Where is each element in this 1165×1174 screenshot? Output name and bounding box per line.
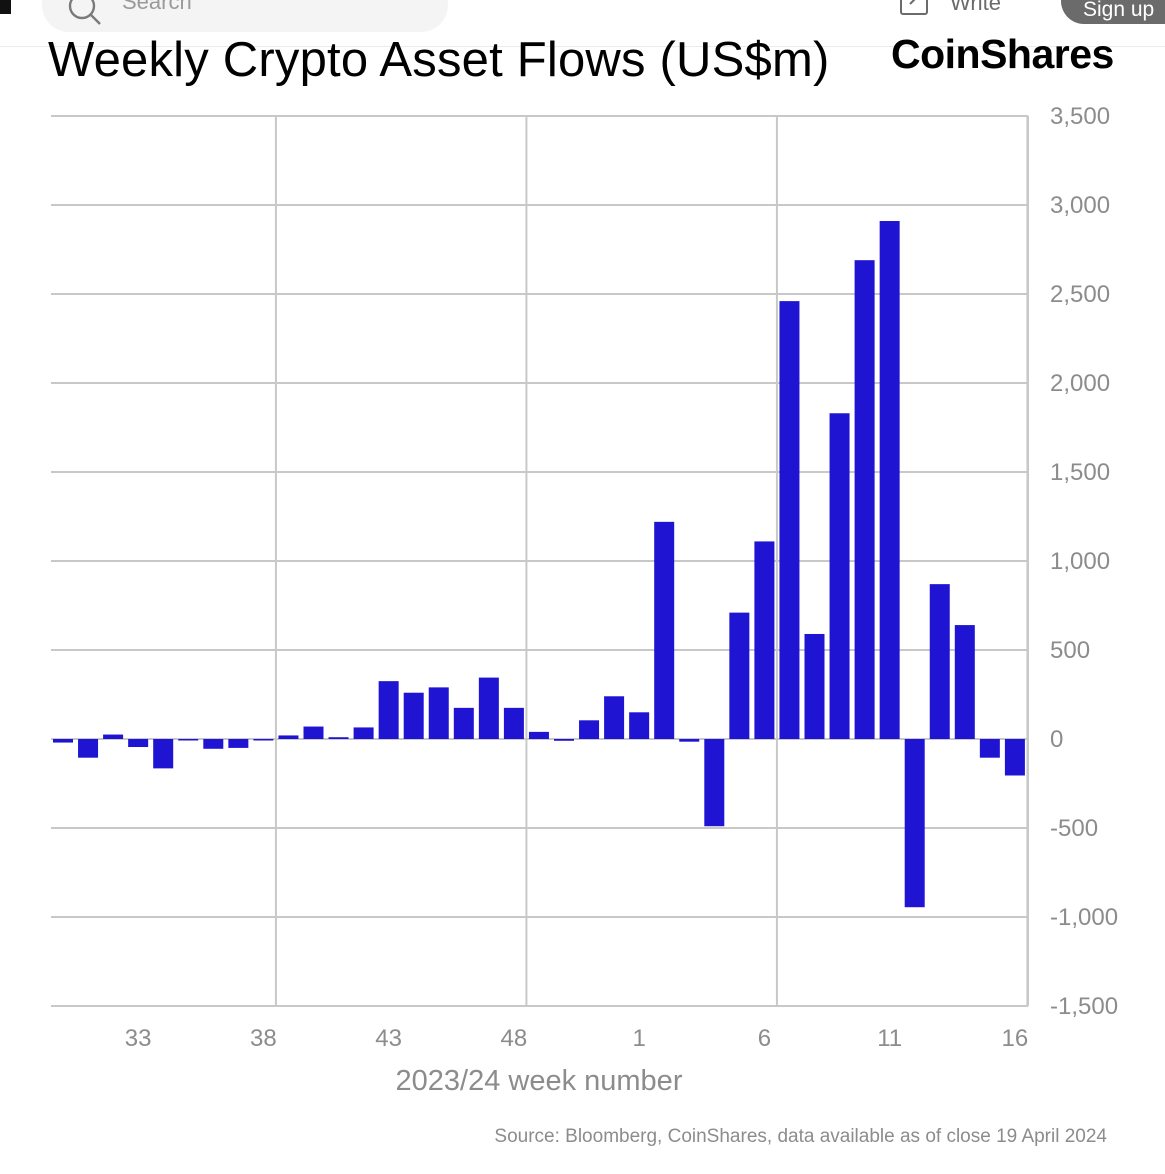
sign-up-button[interactable]: Sign up: [1061, 0, 1165, 24]
bar-week-37: [228, 739, 249, 748]
sign-up-label: Sign up: [1083, 0, 1155, 21]
y-tick-label: 2,500: [1050, 281, 1110, 308]
bar-week-35: [178, 739, 199, 741]
bar-week-12: [904, 739, 925, 908]
brand-logo-text: CoinShares: [891, 31, 1114, 77]
x-tick-label: 6: [758, 1025, 771, 1052]
bar-week-31: [78, 739, 99, 758]
y-tick-label: 0: [1050, 726, 1063, 753]
bar-week-38: [253, 739, 274, 741]
logo-fragment: [0, 0, 11, 14]
x-tick-label: 11: [877, 1025, 902, 1052]
x-tick-label: 16: [1002, 1025, 1029, 1052]
search-placeholder: Search: [122, 0, 192, 14]
chart-title: Weekly Crypto Asset Flows (US$m): [48, 33, 830, 87]
y-tick-label: 1,000: [1050, 548, 1110, 575]
edit-icon: [900, 0, 928, 15]
bar-week-4: [704, 739, 725, 827]
bar-week-41: [328, 737, 349, 739]
bar-week-34: [153, 739, 174, 769]
bars: [53, 221, 1025, 908]
y-tick-label: -500: [1050, 815, 1098, 842]
bar-week-36: [203, 739, 224, 749]
x-tick-label: 38: [250, 1025, 277, 1052]
search-input[interactable]: Search: [42, 0, 448, 32]
bar-week-2: [654, 521, 675, 739]
bar-week-46: [453, 707, 474, 739]
y-tick-label: -1,000: [1050, 904, 1118, 931]
y-tick-label: 3,000: [1050, 192, 1110, 219]
bar-week-13: [929, 584, 950, 739]
x-tick-label: 33: [125, 1025, 152, 1052]
bar-week-16: [1004, 739, 1025, 776]
x-tick-label: 48: [501, 1025, 528, 1052]
top-bar: Search Write Sign up: [0, 0, 1165, 47]
x-axis-title: 2023/24 week number: [396, 1065, 683, 1097]
y-tick-label: 500: [1050, 637, 1090, 664]
bar-week-11: [879, 221, 900, 739]
bar-week-7: [779, 301, 800, 739]
bar-week-33: [128, 739, 149, 748]
bar-week-51: [579, 720, 600, 739]
bar-week-40: [303, 726, 324, 739]
x-tick-label: 43: [375, 1025, 402, 1052]
bar-week-32: [103, 734, 124, 739]
bar-week-47: [478, 677, 499, 739]
bar-week-45: [428, 687, 449, 739]
bar-week-49: [528, 731, 549, 739]
search-icon: [68, 0, 101, 25]
bar-week-42: [353, 727, 374, 739]
bar-week-6: [754, 541, 775, 739]
bar-week-9: [829, 413, 850, 739]
y-tick-label: 1,500: [1050, 459, 1110, 486]
y-tick-label: 2,000: [1050, 370, 1110, 397]
bar-week-5: [729, 612, 750, 739]
bar-week-14: [954, 625, 975, 739]
y-tick-label: -1,500: [1050, 993, 1118, 1020]
x-tick-label: 1: [632, 1025, 645, 1052]
write-label: Write: [950, 0, 1001, 15]
axes: 3,500 3,000 2,500 2,000 1,500 1,000 500 0 -500 -1…: [125, 103, 1118, 1097]
bar-week-50: [554, 739, 574, 741]
bar-week-43: [378, 681, 399, 739]
bar-week-3: [679, 739, 700, 742]
bar-week-39: [278, 735, 299, 739]
y-tick-label: 3,500: [1050, 103, 1110, 130]
bar-week-15: [979, 739, 1000, 758]
bar-week-30: [53, 739, 73, 743]
bar-week-48: [503, 707, 524, 739]
bar-week-8: [804, 633, 825, 739]
bar-week-52: [604, 696, 625, 739]
source-note: Source: Bloomberg, CoinShares, data avai…: [494, 1126, 1107, 1147]
bar-week-1: [629, 712, 650, 739]
bar-week-10: [854, 260, 875, 739]
bar-week-44: [403, 692, 424, 739]
